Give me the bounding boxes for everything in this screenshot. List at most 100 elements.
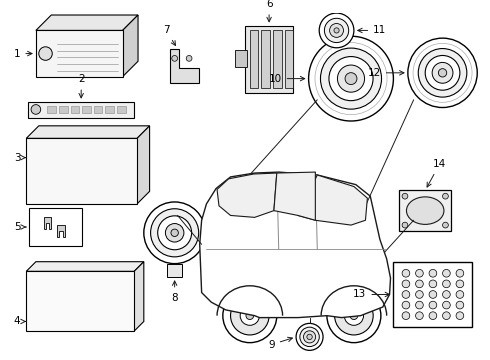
Polygon shape — [26, 126, 149, 138]
Circle shape — [320, 48, 382, 109]
Polygon shape — [202, 264, 209, 283]
Circle shape — [172, 55, 177, 61]
Circle shape — [416, 312, 423, 320]
Circle shape — [416, 291, 423, 298]
Polygon shape — [200, 172, 391, 318]
Circle shape — [402, 222, 408, 228]
Circle shape — [171, 229, 178, 237]
Text: 14: 14 — [427, 159, 446, 187]
Circle shape — [456, 291, 464, 298]
Circle shape — [345, 73, 357, 85]
Circle shape — [442, 269, 450, 277]
Polygon shape — [36, 15, 138, 31]
Circle shape — [442, 312, 450, 320]
Circle shape — [402, 291, 410, 298]
Circle shape — [456, 312, 464, 320]
Bar — [29, 208, 82, 246]
Circle shape — [402, 301, 410, 309]
Bar — [94, 105, 102, 113]
Circle shape — [418, 49, 467, 97]
Circle shape — [402, 280, 410, 288]
Circle shape — [429, 269, 437, 277]
Text: 2: 2 — [78, 75, 84, 98]
Circle shape — [309, 36, 393, 121]
Circle shape — [350, 312, 358, 320]
Circle shape — [31, 105, 41, 114]
Circle shape — [402, 312, 410, 320]
Circle shape — [425, 55, 460, 90]
Circle shape — [334, 28, 339, 33]
Bar — [245, 26, 293, 93]
Circle shape — [416, 280, 423, 288]
Bar — [48, 105, 56, 113]
Circle shape — [456, 280, 464, 288]
Circle shape — [408, 38, 477, 108]
Bar — [26, 271, 134, 331]
Circle shape — [319, 13, 354, 48]
Circle shape — [439, 69, 447, 77]
Circle shape — [416, 301, 423, 309]
Bar — [71, 105, 79, 113]
Circle shape — [186, 55, 192, 61]
Text: 12: 12 — [368, 68, 404, 78]
Polygon shape — [274, 172, 316, 220]
Circle shape — [307, 334, 312, 339]
Circle shape — [166, 224, 184, 242]
Polygon shape — [26, 262, 144, 271]
Bar — [393, 262, 472, 327]
Bar — [117, 105, 125, 113]
Text: 8: 8 — [172, 281, 178, 302]
Circle shape — [456, 301, 464, 309]
Polygon shape — [57, 225, 65, 237]
Circle shape — [300, 327, 319, 347]
Text: 1: 1 — [14, 49, 32, 59]
Circle shape — [303, 331, 316, 343]
Text: 4: 4 — [14, 316, 26, 327]
Circle shape — [456, 269, 464, 277]
Circle shape — [150, 209, 199, 257]
Circle shape — [429, 312, 437, 320]
Circle shape — [246, 312, 254, 320]
Polygon shape — [134, 262, 144, 331]
Text: 13: 13 — [353, 289, 390, 300]
Circle shape — [432, 62, 453, 83]
Ellipse shape — [407, 197, 444, 224]
Circle shape — [335, 296, 373, 335]
Circle shape — [344, 306, 364, 325]
Circle shape — [442, 291, 450, 298]
Bar — [36, 31, 122, 77]
Bar — [250, 31, 259, 88]
Text: 9: 9 — [268, 337, 293, 350]
Text: 6: 6 — [266, 0, 272, 22]
Polygon shape — [217, 173, 277, 217]
Text: 3: 3 — [14, 153, 26, 163]
Polygon shape — [44, 217, 51, 229]
Circle shape — [144, 202, 205, 264]
Circle shape — [158, 216, 192, 250]
Circle shape — [296, 323, 323, 350]
Circle shape — [402, 269, 410, 277]
Circle shape — [223, 289, 277, 343]
Circle shape — [329, 57, 373, 101]
Polygon shape — [122, 15, 138, 77]
Bar — [285, 31, 293, 88]
Circle shape — [442, 280, 450, 288]
Circle shape — [429, 301, 437, 309]
Circle shape — [330, 23, 343, 37]
Polygon shape — [298, 175, 368, 225]
Polygon shape — [202, 244, 206, 262]
Circle shape — [315, 42, 387, 114]
Circle shape — [442, 301, 450, 309]
Bar — [261, 31, 270, 88]
Circle shape — [231, 296, 269, 335]
Text: 5: 5 — [14, 222, 26, 232]
Circle shape — [413, 43, 472, 102]
Circle shape — [402, 193, 408, 199]
Bar — [28, 102, 134, 118]
Circle shape — [240, 306, 260, 325]
Circle shape — [442, 222, 448, 228]
Bar — [167, 264, 182, 277]
Circle shape — [327, 289, 381, 343]
Bar — [235, 50, 247, 67]
Polygon shape — [170, 49, 199, 84]
